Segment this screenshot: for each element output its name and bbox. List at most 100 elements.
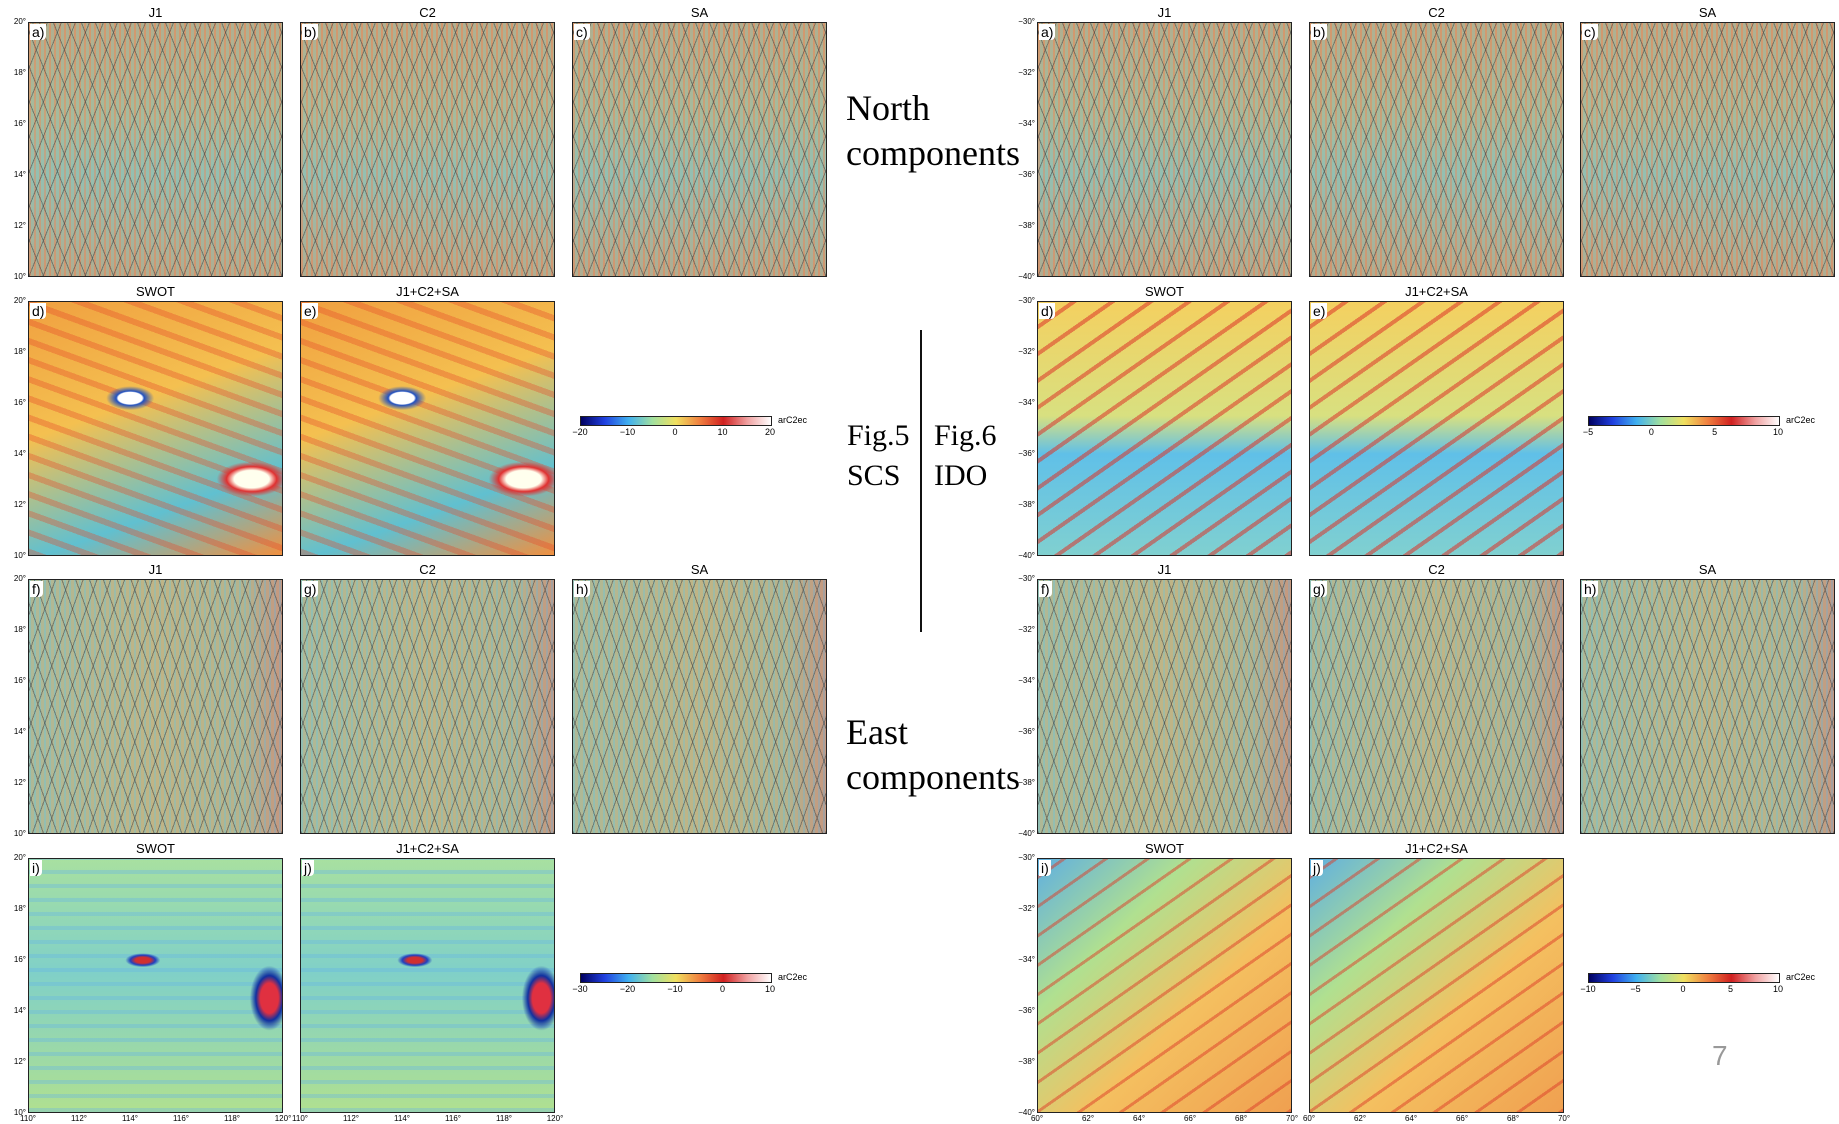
y-tick-label: 10° <box>2 551 26 560</box>
y-tick-label: −30° <box>1011 17 1035 26</box>
panel-letter: h) <box>574 581 590 597</box>
y-tick-label: 14° <box>2 449 26 458</box>
colorbar-tick-label: −20 <box>568 427 592 437</box>
panel-title: SA <box>572 562 827 577</box>
panel-letter: c) <box>574 24 590 40</box>
y-tick-label: 16° <box>2 398 26 407</box>
y-tick-label: −30° <box>1011 853 1035 862</box>
y-tick-label: −34° <box>1011 955 1035 964</box>
panel-letter: h) <box>1582 581 1598 597</box>
y-tick-label: 10° <box>2 829 26 838</box>
y-tick-label: −34° <box>1011 398 1035 407</box>
panel-title: C2 <box>1309 5 1564 20</box>
panel-letter: b) <box>1311 24 1327 40</box>
colorbar-unit: arC2ec <box>778 972 807 982</box>
colorbar-tick-label: 5 <box>1703 427 1727 437</box>
panel-letter: a) <box>30 24 46 40</box>
y-tick-label: −32° <box>1011 904 1035 913</box>
panel-letter: e) <box>1311 303 1327 319</box>
y-tick-label: 10° <box>2 272 26 281</box>
colorbar-tick-label: 5 <box>1719 984 1743 994</box>
map-panel: g) <box>1309 579 1564 834</box>
y-tick-label: −36° <box>1011 727 1035 736</box>
north-label: North components <box>846 86 1020 176</box>
panel-letter: j) <box>302 860 314 876</box>
east-label: East components <box>846 710 1020 800</box>
y-tick-label: 18° <box>2 625 26 634</box>
panel-title: J1+C2+SA <box>300 841 555 856</box>
panel-title: C2 <box>1309 562 1564 577</box>
x-tick-label: 118° <box>489 1114 519 1123</box>
map-panel: f) <box>1037 579 1292 834</box>
colorbar-tick-label: 0 <box>1639 427 1663 437</box>
colorbar-tick-label: −10 <box>1576 984 1600 994</box>
x-tick-label: 116° <box>438 1114 468 1123</box>
y-tick-label: −38° <box>1011 221 1035 230</box>
y-tick-label: 20° <box>2 17 26 26</box>
x-tick-label: 120° <box>540 1114 570 1123</box>
colorbar-tick-label: −30 <box>568 984 592 994</box>
colorbar-tick-label: 0 <box>1671 984 1695 994</box>
map-panel: a) <box>1037 22 1292 277</box>
colorbar-tick-label: 10 <box>711 427 735 437</box>
colorbar-tick-label: −10 <box>663 984 687 994</box>
y-tick-label: 20° <box>2 296 26 305</box>
colorbar-tick-label: −5 <box>1576 427 1600 437</box>
map-panel: b) <box>300 22 555 277</box>
fig5-label: Fig.5 SCS <box>847 416 910 496</box>
colorbar-unit: arC2ec <box>1786 415 1815 425</box>
panel-letter: g) <box>1311 581 1327 597</box>
map-panel: i) <box>28 858 283 1113</box>
page-number: 7 <box>1712 1040 1728 1072</box>
colorbar-tick-label: 20 <box>758 427 782 437</box>
x-tick-label: 62° <box>1345 1114 1375 1123</box>
panel-letter: b) <box>302 24 318 40</box>
y-tick-label: −36° <box>1011 170 1035 179</box>
y-tick-label: −40° <box>1011 551 1035 560</box>
x-tick-label: 64° <box>1124 1114 1154 1123</box>
panel-title: J1 <box>1037 562 1292 577</box>
colorbar-unit: arC2ec <box>778 415 807 425</box>
fig6-label: Fig.6 IDO <box>934 416 997 496</box>
x-tick-label: 68° <box>1226 1114 1256 1123</box>
map-panel: h) <box>1580 579 1835 834</box>
y-tick-label: 14° <box>2 1006 26 1015</box>
panel-letter: d) <box>30 303 46 319</box>
x-tick-label: 112° <box>64 1114 94 1123</box>
y-tick-label: −34° <box>1011 119 1035 128</box>
map-panel: e) <box>1309 301 1564 556</box>
text-line: East <box>846 710 1020 755</box>
x-tick-label: 60° <box>1294 1114 1324 1123</box>
map-panel: e) <box>300 301 555 556</box>
map-panel: i) <box>1037 858 1292 1113</box>
panel-title: J1 <box>28 5 283 20</box>
map-panel: c) <box>572 22 827 277</box>
colorbar <box>580 416 772 426</box>
y-tick-label: −38° <box>1011 1057 1035 1066</box>
colorbar-tick-label: 10 <box>1766 427 1790 437</box>
colorbar-tick-label: −10 <box>616 427 640 437</box>
panel-title: C2 <box>300 562 555 577</box>
x-tick-label: 66° <box>1175 1114 1205 1123</box>
panel-letter: c) <box>1582 24 1598 40</box>
map-panel: d) <box>1037 301 1292 556</box>
y-tick-label: 16° <box>2 955 26 964</box>
y-tick-label: 12° <box>2 1057 26 1066</box>
x-tick-label: 112° <box>336 1114 366 1123</box>
map-panel: g) <box>300 579 555 834</box>
y-tick-label: 16° <box>2 119 26 128</box>
y-tick-label: −30° <box>1011 574 1035 583</box>
map-panel: a) <box>28 22 283 277</box>
y-tick-label: −36° <box>1011 449 1035 458</box>
map-panel: h) <box>572 579 827 834</box>
slide: { "north_label": ["North", "components"]… <box>0 0 1839 1124</box>
text-line: components <box>846 755 1020 800</box>
text-line: SCS <box>847 456 910 496</box>
panel-title: SWOT <box>1037 284 1292 299</box>
colorbar-tick-label: −20 <box>616 984 640 994</box>
panel-title: SA <box>1580 5 1835 20</box>
x-tick-label: 62° <box>1073 1114 1103 1123</box>
panel-title: J1+C2+SA <box>1309 284 1564 299</box>
y-tick-label: −40° <box>1011 829 1035 838</box>
panel-letter: i) <box>30 860 42 876</box>
